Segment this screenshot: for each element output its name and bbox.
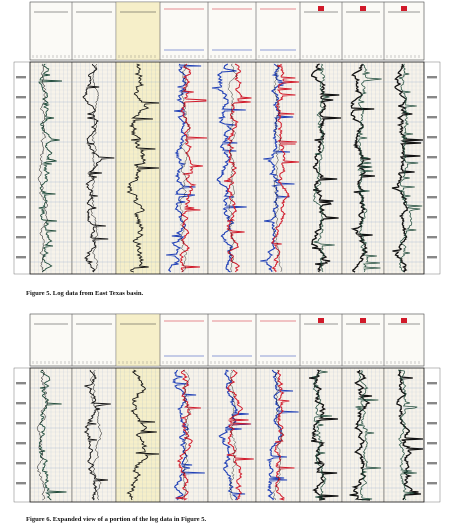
trace-green-curve	[357, 63, 382, 273]
trace-sonic	[126, 63, 160, 273]
trace-red-curve	[226, 369, 254, 501]
figure-6-log-tracks	[0, 312, 450, 506]
depth-tick-mark	[427, 442, 437, 445]
log-frame	[29, 367, 425, 503]
header-scale-marker	[318, 318, 324, 323]
header-scale-marker	[360, 318, 366, 323]
log-frame	[29, 61, 425, 275]
trace-blue-curve	[172, 369, 205, 501]
figure-5-log-panel	[13, 1, 441, 275]
trace-green-curve	[397, 369, 418, 501]
trace-gamma-ray	[38, 369, 67, 501]
depth-tick-mark	[16, 482, 26, 485]
depth-tick-mark	[16, 76, 26, 79]
depth-column-right	[423, 367, 441, 503]
figure-6-caption: Figure 6. Expanded view of a portion of …	[26, 516, 207, 523]
depth-tick-mark	[16, 462, 26, 465]
trace-caliper	[37, 63, 49, 273]
depth-tick-mark	[16, 196, 26, 199]
trace-resistivity	[82, 63, 115, 273]
depth-tick-mark	[427, 156, 437, 159]
depth-tick-mark	[16, 442, 26, 445]
depth-tick-mark	[427, 402, 437, 405]
depth-tick-mark	[16, 116, 26, 119]
header-scale-marker	[401, 318, 407, 323]
log-header-band	[29, 313, 425, 367]
log-track-header-3	[115, 313, 161, 367]
depth-column-right	[423, 61, 441, 275]
trace-green-curve	[355, 369, 382, 501]
figure-5-caption: Figure 5. Log data from East Texas basin…	[26, 290, 144, 297]
trace-red-curve	[179, 63, 208, 273]
trace-blue-curve	[218, 369, 252, 501]
depth-tick-mark	[16, 256, 26, 259]
trace-red-curve	[271, 63, 300, 273]
figure-5-log-tracks	[13, 1, 441, 275]
depth-tick-mark	[427, 382, 437, 385]
trace-black-curve	[227, 63, 238, 273]
trace-sonic	[126, 369, 160, 501]
trace-black-curve	[273, 369, 283, 501]
trace-resistivity-2	[90, 63, 99, 273]
trace-black-curve	[273, 63, 283, 273]
trace-green-curve	[398, 63, 423, 273]
depth-tick-mark	[427, 176, 437, 179]
depth-tick-mark	[427, 422, 437, 425]
depth-tick-mark	[427, 216, 437, 219]
depth-column-left	[13, 367, 31, 503]
trace-blue-curve	[211, 63, 247, 273]
figure-6-log-panel	[0, 312, 450, 506]
trace-black-curve	[181, 369, 192, 501]
depth-tick-mark	[16, 422, 26, 425]
depth-tick-mark	[16, 402, 26, 405]
trace-black-curve	[309, 369, 339, 501]
depth-tick-mark	[16, 156, 26, 159]
depth-tick-mark	[16, 382, 26, 385]
depth-tick-mark	[427, 96, 437, 99]
depth-tick-mark	[427, 76, 437, 79]
depth-tick-mark	[427, 116, 437, 119]
log-track-header-3	[115, 1, 161, 61]
header-scale-marker	[318, 6, 324, 11]
log-track-header-9	[383, 313, 425, 367]
log-header-band	[29, 1, 425, 61]
trace-red-curve	[223, 63, 252, 273]
trace-black-curve	[228, 369, 238, 501]
trace-resistivity	[83, 369, 111, 501]
depth-tick-mark	[16, 236, 26, 239]
depth-tick-mark	[16, 176, 26, 179]
trace-black-curve	[396, 369, 424, 501]
trace-green-curve	[313, 63, 335, 273]
header-scale-marker	[360, 6, 366, 11]
depth-tick-mark	[427, 136, 437, 139]
depth-tick-mark	[427, 236, 437, 239]
trace-resistivity-2	[90, 369, 103, 501]
depth-tick-mark	[427, 482, 437, 485]
depth-tick-mark	[427, 196, 437, 199]
depth-tick-mark	[16, 96, 26, 99]
trace-blue-curve	[166, 63, 202, 273]
depth-tick-mark	[16, 216, 26, 219]
trace-green-curve	[311, 369, 333, 501]
trace-black-curve	[350, 63, 375, 273]
depth-column-left	[13, 61, 31, 275]
header-scale-marker	[401, 6, 407, 11]
depth-tick-mark	[16, 136, 26, 139]
trace-black-curve	[310, 63, 342, 273]
trace-red-curve	[274, 370, 295, 501]
depth-tick-mark	[427, 462, 437, 465]
log-track-header-9	[383, 1, 425, 61]
trace-caliper	[36, 369, 49, 501]
depth-tick-mark	[427, 256, 437, 259]
trace-black-curve	[179, 63, 191, 273]
